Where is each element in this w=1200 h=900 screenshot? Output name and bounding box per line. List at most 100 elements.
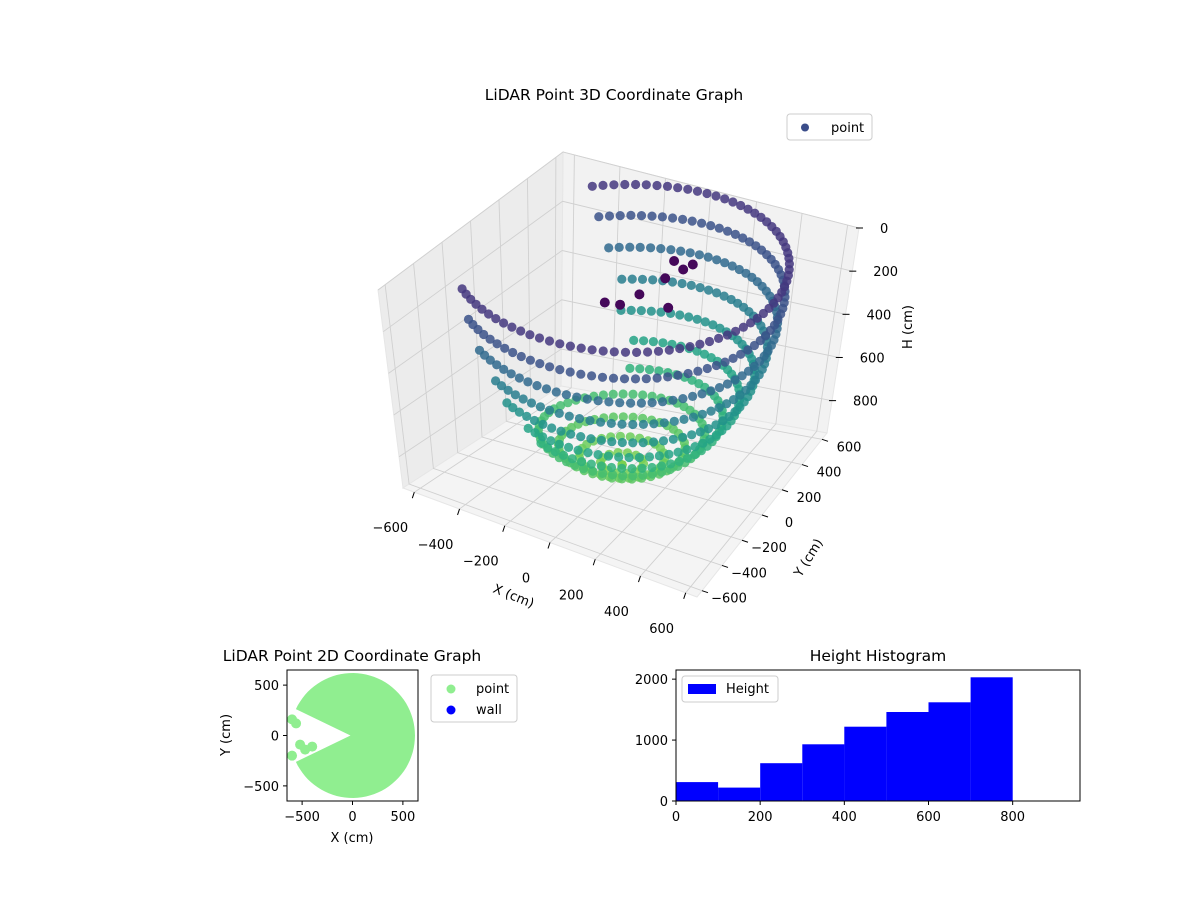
grid-line-z (388, 250, 846, 374)
point-3d (647, 391, 657, 401)
grid-line-z (398, 348, 833, 458)
tick-label-y: 600 (837, 440, 862, 455)
point-3d (668, 213, 678, 223)
point-3d (550, 447, 560, 457)
point-3d (530, 428, 540, 438)
chart-2d-notch-points (287, 714, 318, 761)
tick-label-z: 400 (867, 308, 892, 323)
point-3d (677, 278, 687, 289)
chart-3d-zlabel: H (cm) (901, 305, 916, 349)
point-3d (641, 180, 651, 190)
point-3d (543, 443, 553, 453)
point-3d (628, 471, 638, 481)
chart-2d: LiDAR Point 2D Coordinate Graph −500 0 500… (219, 647, 518, 846)
tick-label-y: 0 (660, 795, 668, 810)
tick-label-x: −200 (463, 555, 499, 570)
point-3d (578, 464, 589, 474)
chart-2d-point-cloud (295, 673, 415, 798)
point-3d (596, 435, 606, 445)
tick-label-z: 0 (880, 222, 888, 237)
tick-label-y: −500 (243, 780, 279, 795)
chart-histogram-ticks: 0 200 400 600 800 0 1000 2000 (635, 673, 1025, 825)
grid-line-z (393, 299, 839, 416)
point-3d-cluster (615, 299, 626, 310)
point-3d (692, 186, 703, 196)
point-3d-cluster (660, 273, 671, 284)
point-3d (500, 343, 510, 353)
point-3d (736, 200, 746, 211)
tick-label-y: 0 (271, 730, 279, 745)
point-3d (619, 374, 630, 384)
point-3d (577, 457, 587, 467)
histogram-bar (718, 787, 761, 801)
point-3d (496, 381, 507, 391)
point-3d (585, 416, 595, 426)
point-3d-cluster (678, 264, 689, 275)
point-3d (687, 375, 697, 385)
point-3d (649, 419, 659, 429)
point-3d (705, 434, 715, 444)
point-3d (534, 333, 545, 343)
point-3d (630, 374, 641, 384)
point-3d (576, 432, 586, 442)
point-3d (730, 375, 740, 385)
chart-2d-ylabel: Y (cm) (219, 714, 234, 757)
point-3d (727, 261, 737, 271)
point-3d (607, 437, 617, 447)
chart-histogram-legend: Height (681, 675, 779, 703)
point-3d (627, 464, 637, 474)
grid-line-y (384, 284, 703, 592)
point-3d (666, 459, 676, 469)
chart-2d-title: LiDAR Point 2D Coordinate Graph (223, 647, 481, 665)
point-3d (714, 333, 724, 343)
point-3d (703, 252, 713, 262)
point-3d (722, 330, 733, 340)
point-3d (722, 399, 732, 409)
point-3d (718, 416, 728, 426)
point-3d (652, 373, 662, 383)
point-3d (683, 184, 693, 194)
point-3d (631, 179, 641, 190)
point-3d (596, 461, 606, 471)
chart-3d-title: LiDAR Point 3D Coordinate Graph (485, 86, 743, 104)
point-3d (711, 191, 721, 201)
point-3d (638, 438, 648, 448)
point-3d (704, 285, 714, 295)
point-3d (506, 369, 516, 379)
point-3d (735, 390, 745, 400)
point-3d (674, 456, 684, 466)
tick-mark-y (801, 464, 809, 468)
point-3d (687, 430, 697, 440)
point-3d (583, 448, 593, 458)
grid-line-x (685, 225, 849, 594)
point-3d (593, 450, 603, 460)
point-3d (637, 274, 648, 284)
point-3d (706, 386, 716, 396)
point-3d (644, 365, 655, 375)
point-3d (529, 415, 540, 426)
point-3d (688, 391, 698, 401)
pane-floor (401, 385, 828, 598)
legend-marker-point (446, 684, 456, 694)
point-2d (287, 714, 298, 725)
point-3d (743, 366, 754, 376)
point-3d (628, 389, 638, 399)
point-3d (731, 326, 741, 336)
tick-label-x: 400 (604, 605, 629, 620)
point-3d (510, 390, 520, 400)
point-3d (617, 274, 627, 284)
point-3d (698, 438, 708, 448)
point-3d (485, 355, 495, 365)
tick-label-x: 200 (748, 810, 773, 825)
tick-label-y: 1000 (635, 734, 668, 749)
point-3d (712, 255, 722, 265)
tick-mark-y (781, 489, 789, 493)
chart-2d-legend: point wall (430, 674, 518, 723)
tick-mark-y (821, 438, 829, 442)
point-3d (714, 223, 724, 233)
point-3d (675, 310, 685, 320)
point-3d (652, 180, 662, 191)
point-3d (752, 313, 762, 323)
point-3d (706, 406, 716, 416)
point-3d (684, 312, 694, 322)
